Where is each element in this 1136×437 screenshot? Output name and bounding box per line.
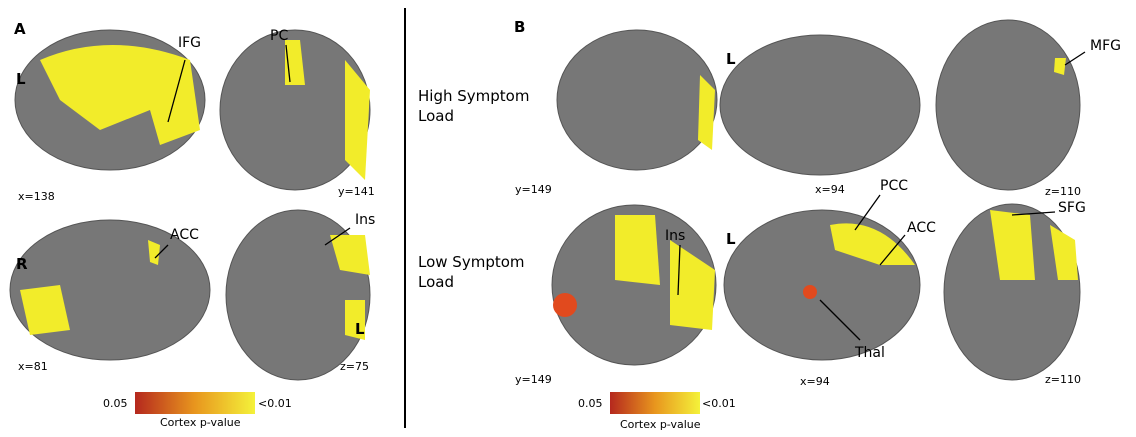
colorbar-max: <0.01 xyxy=(702,397,736,410)
side: L xyxy=(726,230,736,248)
colorbar-min: 0.05 xyxy=(103,397,128,410)
coord: z=110 xyxy=(1045,185,1081,198)
coord: y=149 xyxy=(515,373,552,386)
panel-label: A xyxy=(14,20,26,38)
annotation: PC xyxy=(270,28,289,44)
coord: x=81 xyxy=(18,360,48,373)
annotation: Ins xyxy=(355,212,376,228)
coord: x=94 xyxy=(815,183,845,196)
annotation: IFG xyxy=(178,35,202,51)
side: R xyxy=(16,255,28,273)
coord: z=75 xyxy=(340,360,369,373)
side: L xyxy=(726,50,736,68)
side: L xyxy=(16,70,26,88)
annotation: SFG xyxy=(1058,200,1086,216)
annotation: MFG xyxy=(1090,38,1121,54)
side: L xyxy=(355,320,365,338)
annotation: Thal xyxy=(855,345,885,361)
coord: x=138 xyxy=(18,190,55,203)
colorbar-max: <0.01 xyxy=(258,397,292,410)
annotation: PCC xyxy=(880,178,908,194)
panel-label: B xyxy=(514,18,526,36)
annotation: ACC xyxy=(907,220,936,236)
colorbar-min: 0.05 xyxy=(578,397,603,410)
coord: z=110 xyxy=(1045,373,1081,386)
coord: x=94 xyxy=(800,375,830,388)
coord: y=149 xyxy=(515,183,552,196)
annotation: ACC xyxy=(170,227,199,243)
colorbar-label: Cortex p-value xyxy=(160,416,241,429)
row-label: Low Symptom Load xyxy=(418,253,525,291)
annotation: Ins xyxy=(665,228,686,244)
coord: y=141 xyxy=(338,185,375,198)
colorbar-label: Cortex p-value xyxy=(620,418,701,431)
row-label: High Symptom Load xyxy=(418,87,530,125)
